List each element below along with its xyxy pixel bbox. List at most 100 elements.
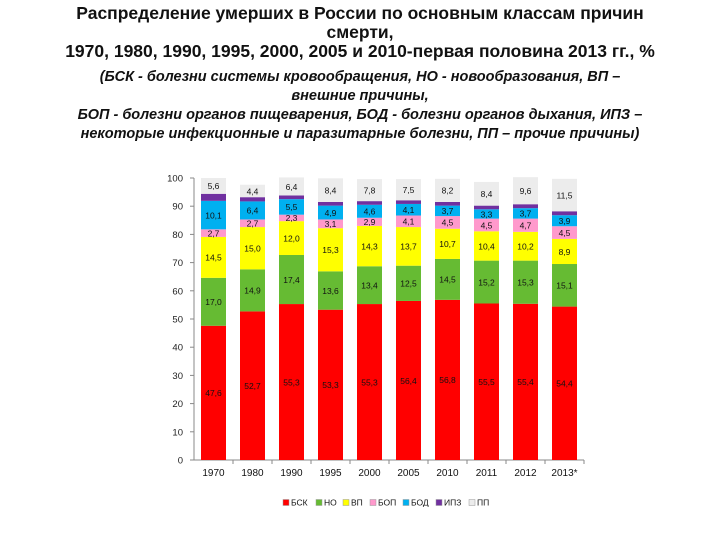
bar-segment (201, 236, 226, 278)
data-label: 14,3 (361, 241, 378, 251)
data-label: 15,3 (517, 277, 534, 287)
bar-segment (435, 258, 460, 300)
data-label: 8,2 (442, 186, 454, 196)
bar-segment (201, 277, 226, 326)
data-label: 2,9 (364, 217, 376, 227)
bar-segment (396, 203, 421, 216)
bar-segment (357, 179, 382, 202)
bar-segment (474, 209, 499, 219)
data-label: 3,3 (481, 209, 493, 219)
data-label: 2,7 (247, 219, 259, 229)
bar-segment (513, 218, 538, 232)
data-label: 2,7 (208, 228, 220, 238)
legend-swatch (468, 499, 476, 506)
legend-label: БСК (291, 498, 308, 508)
data-label: 13,6 (322, 286, 339, 296)
data-label: 4,6 (364, 207, 376, 217)
legend-swatch (315, 499, 323, 506)
data-label: 53,3 (322, 380, 339, 390)
data-label: 9,6 (520, 186, 532, 196)
bar-segment (513, 208, 538, 219)
y-tick-label: 30 (172, 371, 183, 382)
bar-segment (357, 304, 382, 460)
y-tick-label: 60 (172, 286, 183, 297)
data-label: 14,5 (205, 253, 222, 263)
bar-segment (357, 225, 382, 267)
data-label: 4,4 (247, 186, 259, 196)
bar-segment (396, 179, 421, 201)
data-label: 8,4 (325, 185, 337, 195)
bar-segment (435, 216, 460, 229)
bar-segment (357, 266, 382, 305)
bar-segment (357, 201, 382, 205)
data-label: 10,7 (439, 239, 456, 249)
data-label: 17,0 (205, 297, 222, 307)
legend-label: БОД (411, 498, 429, 508)
data-label: 6,4 (247, 206, 259, 216)
bar-segment (474, 303, 499, 460)
data-label: 4,7 (520, 221, 532, 231)
data-label: 15,2 (478, 277, 495, 287)
data-label: 3,7 (520, 209, 532, 219)
data-label: 12,0 (283, 233, 300, 243)
data-label: 3,9 (559, 216, 571, 226)
bar-segment (552, 306, 577, 460)
bar-segment (552, 238, 577, 265)
bar-segment (552, 264, 577, 307)
bar-segment (201, 325, 226, 460)
y-tick-label: 0 (178, 456, 183, 467)
data-label: 8,4 (481, 189, 493, 199)
x-tick-label: 2010 (436, 468, 459, 479)
data-label: 7,8 (364, 185, 376, 195)
bar-segment (474, 205, 499, 210)
data-label: 14,9 (244, 286, 261, 296)
chart-subtitle-line-3: БОП - болезни органов пищеварения, БОД -… (77, 107, 643, 123)
bar-segment (513, 260, 538, 304)
y-tick-label: 10 (172, 427, 183, 438)
data-label: 10,1 (205, 210, 222, 220)
data-label: 8,9 (559, 247, 571, 257)
data-label: 56,8 (439, 375, 456, 385)
data-label: 10,4 (478, 241, 495, 251)
data-label: 12,5 (400, 279, 417, 289)
bar-segment (513, 177, 538, 205)
data-label: 13,4 (361, 280, 378, 290)
bar-segment (201, 178, 226, 194)
legend-label: ИПЗ (444, 498, 461, 508)
data-label: 4,5 (481, 220, 493, 230)
data-label: 56,4 (400, 376, 417, 386)
bar-segment (240, 184, 265, 198)
bar-segment (474, 181, 499, 206)
bar-segment (357, 204, 382, 218)
data-label: 6,4 (286, 182, 298, 192)
legend-label: БОП (378, 498, 396, 508)
bar-segment (552, 215, 577, 227)
bar-segment (318, 271, 343, 310)
data-label: 54,4 (556, 379, 573, 389)
bar-segment (396, 215, 421, 228)
y-tick-label: 50 (172, 315, 183, 326)
chart-subtitle-line-4: некоторые инфекционные и паразитарные бо… (80, 126, 640, 142)
data-label: 4,1 (403, 217, 415, 227)
bar-segment (552, 211, 577, 216)
bar-segment (240, 269, 265, 312)
bar-segment (474, 231, 499, 261)
legend-swatch (342, 499, 350, 506)
chart-title-line-1: Распределение умерших в России по основн… (76, 3, 644, 23)
chart-title-line-2: смерти, (326, 22, 394, 42)
data-label: 4,5 (442, 218, 454, 228)
bar-segment (318, 228, 343, 272)
bar-segment (240, 197, 265, 202)
x-tick-label: 2013* (551, 468, 577, 479)
data-label: 15,0 (244, 244, 261, 254)
data-label: 13,7 (400, 242, 417, 252)
bar-segment (318, 201, 343, 206)
legend-swatch (369, 499, 377, 506)
data-label: 7,5 (403, 185, 415, 195)
bar-segment (318, 205, 343, 220)
legend-swatch (435, 499, 443, 506)
data-label: 15,3 (322, 245, 339, 255)
bar-segment (201, 193, 226, 201)
y-tick-label: 90 (172, 202, 183, 213)
